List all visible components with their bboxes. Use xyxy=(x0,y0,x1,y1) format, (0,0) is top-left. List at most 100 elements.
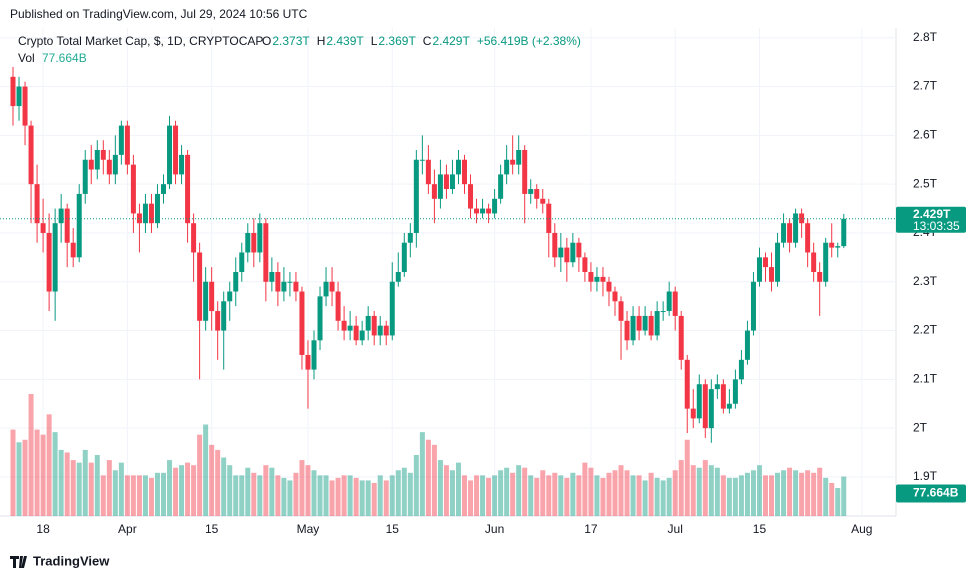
candle-body xyxy=(275,272,281,292)
volume-bar xyxy=(287,480,293,516)
candle-body xyxy=(455,159,461,175)
candle-body xyxy=(353,325,359,341)
candle-body xyxy=(106,159,112,175)
x-tick-label: 18 xyxy=(36,522,50,536)
candle-body xyxy=(744,330,750,360)
y-tick-label: 2.5T xyxy=(913,176,938,190)
candle-body xyxy=(323,281,329,297)
x-tick-label: May xyxy=(297,522,320,536)
candle-body xyxy=(419,159,425,161)
candle-body xyxy=(377,325,383,336)
candle-body xyxy=(624,320,630,341)
volume-bar xyxy=(570,472,576,516)
volume-bar xyxy=(191,465,197,516)
candle-body xyxy=(94,150,100,170)
volume-bar xyxy=(449,470,455,516)
candle-body xyxy=(750,281,756,331)
candle-body xyxy=(257,223,263,253)
volume-bar xyxy=(233,475,239,516)
candle-body xyxy=(395,272,401,282)
volume-bar xyxy=(82,449,88,516)
candle-body xyxy=(636,315,642,331)
candle-body xyxy=(462,159,467,185)
candle-body xyxy=(22,86,28,126)
x-tick-label: Apr xyxy=(118,522,137,536)
volume-bar xyxy=(443,465,449,516)
candle-body xyxy=(437,174,443,199)
candle-body xyxy=(714,384,720,390)
volume-bar xyxy=(510,472,516,516)
volume-bar xyxy=(648,472,654,516)
volume-bar xyxy=(413,455,419,516)
volume-bar xyxy=(612,470,618,516)
volume-bar xyxy=(329,480,335,516)
volume-bar xyxy=(347,475,353,516)
brand-logo xyxy=(10,556,27,568)
candle-body xyxy=(239,252,245,272)
candle-body xyxy=(474,208,480,214)
candle-body xyxy=(40,223,46,233)
candle-body xyxy=(642,315,648,331)
change-value: +56.419B (+2.38%) xyxy=(477,34,581,48)
volume-bar xyxy=(88,462,94,516)
candle-body xyxy=(185,154,191,224)
candle-body xyxy=(504,159,510,175)
volume-bar xyxy=(371,482,377,516)
candle-body xyxy=(570,242,576,263)
candle-body xyxy=(82,159,88,194)
volume-bar xyxy=(642,480,648,516)
volume-bar xyxy=(732,477,738,516)
volume-bar xyxy=(498,470,504,516)
x-tick-label: Jul xyxy=(668,522,683,536)
volume-bar xyxy=(618,465,624,516)
candle-body xyxy=(293,281,299,292)
volume-bar xyxy=(64,452,70,516)
volume-bar xyxy=(425,439,431,516)
candle-body xyxy=(522,150,528,194)
volume-bar xyxy=(227,465,233,516)
candle-body xyxy=(534,189,540,199)
volume-bar xyxy=(148,477,154,516)
candle-body xyxy=(329,281,335,292)
candle-body xyxy=(191,223,197,253)
candle-body xyxy=(648,315,654,336)
volume-bar xyxy=(239,475,245,516)
candle-body xyxy=(142,203,148,224)
candle-body xyxy=(449,174,455,190)
volume-bar xyxy=(221,457,227,516)
volume-bar xyxy=(317,475,323,516)
volume-bar xyxy=(58,449,64,516)
candle-body xyxy=(233,272,239,292)
volume-bar xyxy=(630,475,636,516)
volume-bar xyxy=(588,467,594,516)
volume-bar xyxy=(528,475,534,516)
volume-bar xyxy=(558,475,564,516)
ohlc-label: C xyxy=(423,34,432,48)
candle-body xyxy=(221,301,227,331)
y-tick-label: 1.9T xyxy=(913,469,938,483)
countdown: 13:03:35 xyxy=(913,219,960,233)
volume-bar xyxy=(269,467,275,516)
volume-bar xyxy=(522,467,528,516)
candle-body xyxy=(335,291,341,321)
candle-body xyxy=(540,198,546,204)
y-tick-label: 2.6T xyxy=(913,128,938,142)
candle-body xyxy=(672,291,678,316)
candle-body xyxy=(203,281,209,321)
candle-body xyxy=(781,223,787,243)
candle-body xyxy=(678,315,684,360)
vol-value: 77.664B xyxy=(42,51,87,65)
volume-bar xyxy=(582,462,588,516)
candle-body xyxy=(118,125,124,155)
legend-name: Crypto Total Market Cap, $, 1D, CRYPTOCA… xyxy=(18,34,263,48)
volume-bar xyxy=(311,470,317,516)
volume-bar xyxy=(118,462,124,516)
candle-body xyxy=(269,272,275,282)
candle-body xyxy=(263,223,269,282)
volume-bar xyxy=(40,434,46,516)
volume-bar xyxy=(600,477,606,516)
candle-body xyxy=(10,76,16,107)
candle-body xyxy=(413,159,419,233)
candle-body xyxy=(46,232,52,292)
